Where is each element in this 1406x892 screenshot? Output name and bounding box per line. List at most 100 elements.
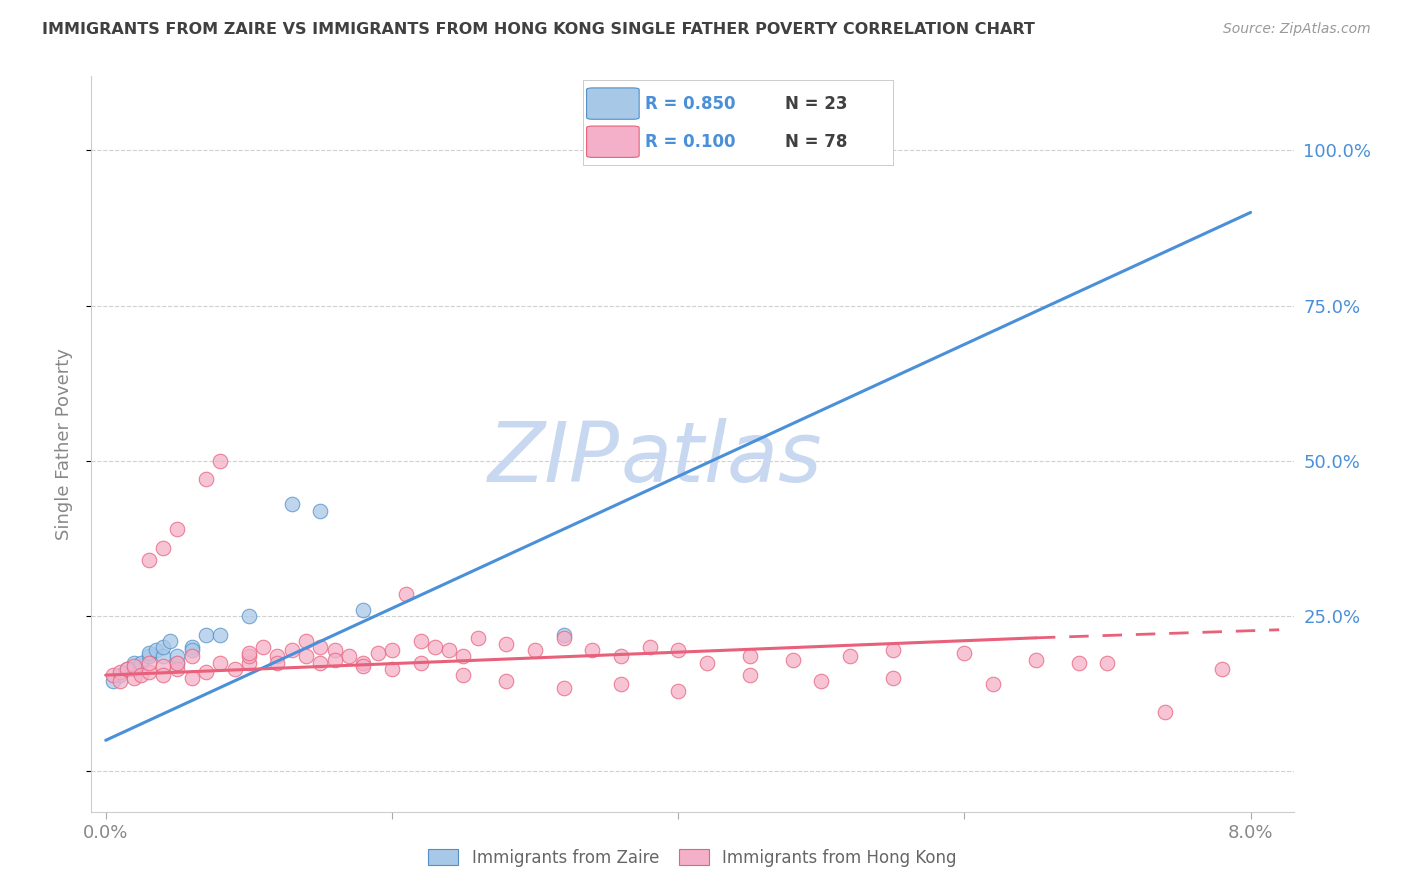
Point — [437, 643, 460, 657]
Point — [101, 668, 124, 682]
Point — [323, 643, 346, 657]
Point — [166, 522, 188, 536]
Y-axis label: Single Father Poverty: Single Father Poverty — [55, 348, 73, 540]
Point — [352, 603, 374, 617]
Point — [180, 671, 202, 685]
Point — [152, 640, 174, 655]
Point — [1211, 662, 1233, 676]
Point — [524, 643, 547, 657]
Point — [166, 656, 188, 670]
Point — [666, 683, 689, 698]
Text: N = 23: N = 23 — [785, 95, 846, 112]
Point — [638, 640, 661, 655]
Point — [381, 662, 404, 676]
FancyBboxPatch shape — [586, 126, 640, 157]
Point — [224, 662, 246, 676]
Point — [180, 640, 202, 655]
Point — [124, 662, 146, 676]
Point — [782, 652, 804, 666]
Point — [981, 677, 1004, 691]
Point — [138, 649, 160, 664]
Point — [115, 662, 138, 676]
Point — [810, 674, 832, 689]
Point — [108, 668, 131, 682]
Point — [159, 634, 181, 648]
Point — [194, 628, 217, 642]
Point — [280, 643, 302, 657]
Point — [381, 643, 404, 657]
Point — [152, 541, 174, 555]
Point — [238, 656, 260, 670]
Point — [252, 640, 274, 655]
Point — [180, 649, 202, 664]
Point — [409, 634, 432, 648]
Point — [309, 503, 332, 517]
Point — [367, 646, 389, 660]
Point — [495, 674, 517, 689]
Point — [124, 656, 146, 670]
Point — [453, 668, 475, 682]
Point — [238, 649, 260, 664]
Point — [166, 656, 188, 670]
Point — [495, 637, 517, 651]
Point — [1067, 656, 1090, 670]
Point — [124, 671, 146, 685]
Point — [152, 649, 174, 664]
Point — [180, 643, 202, 657]
Point — [266, 656, 288, 670]
Legend: Immigrants from Zaire, Immigrants from Hong Kong: Immigrants from Zaire, Immigrants from H… — [422, 842, 963, 873]
Point — [1097, 656, 1119, 670]
Point — [352, 658, 374, 673]
Point — [610, 649, 633, 664]
Text: IMMIGRANTS FROM ZAIRE VS IMMIGRANTS FROM HONG KONG SINGLE FATHER POVERTY CORRELA: IMMIGRANTS FROM ZAIRE VS IMMIGRANTS FROM… — [42, 22, 1035, 37]
Point — [738, 649, 761, 664]
Point — [266, 649, 288, 664]
Point — [124, 658, 146, 673]
Text: Source: ZipAtlas.com: Source: ZipAtlas.com — [1223, 22, 1371, 37]
Point — [309, 640, 332, 655]
Point — [194, 473, 217, 487]
Point — [152, 658, 174, 673]
Point — [467, 631, 489, 645]
Point — [453, 649, 475, 664]
Point — [882, 671, 904, 685]
Point — [209, 656, 232, 670]
Point — [108, 665, 131, 679]
Point — [666, 643, 689, 657]
Point — [882, 643, 904, 657]
Point — [194, 665, 217, 679]
Point — [953, 646, 976, 660]
Text: atlas: atlas — [620, 418, 823, 499]
Point — [553, 628, 575, 642]
Point — [138, 656, 160, 670]
Point — [280, 497, 302, 511]
Point — [553, 681, 575, 695]
Point — [295, 634, 318, 648]
Point — [352, 656, 374, 670]
Point — [337, 649, 360, 664]
Point — [423, 640, 446, 655]
Point — [409, 656, 432, 670]
Point — [145, 643, 167, 657]
Point — [581, 643, 603, 657]
Point — [838, 649, 860, 664]
Point — [166, 662, 188, 676]
Point — [1025, 652, 1047, 666]
Point — [323, 652, 346, 666]
Text: N = 78: N = 78 — [785, 133, 846, 151]
Point — [295, 649, 318, 664]
Point — [209, 454, 232, 468]
Text: R = 0.850: R = 0.850 — [645, 95, 735, 112]
Point — [1153, 706, 1175, 720]
Point — [696, 656, 718, 670]
Text: R = 0.100: R = 0.100 — [645, 133, 735, 151]
Point — [138, 553, 160, 567]
FancyBboxPatch shape — [586, 88, 640, 120]
Point — [238, 646, 260, 660]
Point — [309, 656, 332, 670]
Point — [115, 662, 138, 676]
Point — [131, 656, 153, 670]
Point — [652, 144, 675, 158]
Point — [131, 668, 153, 682]
Point — [395, 587, 418, 601]
